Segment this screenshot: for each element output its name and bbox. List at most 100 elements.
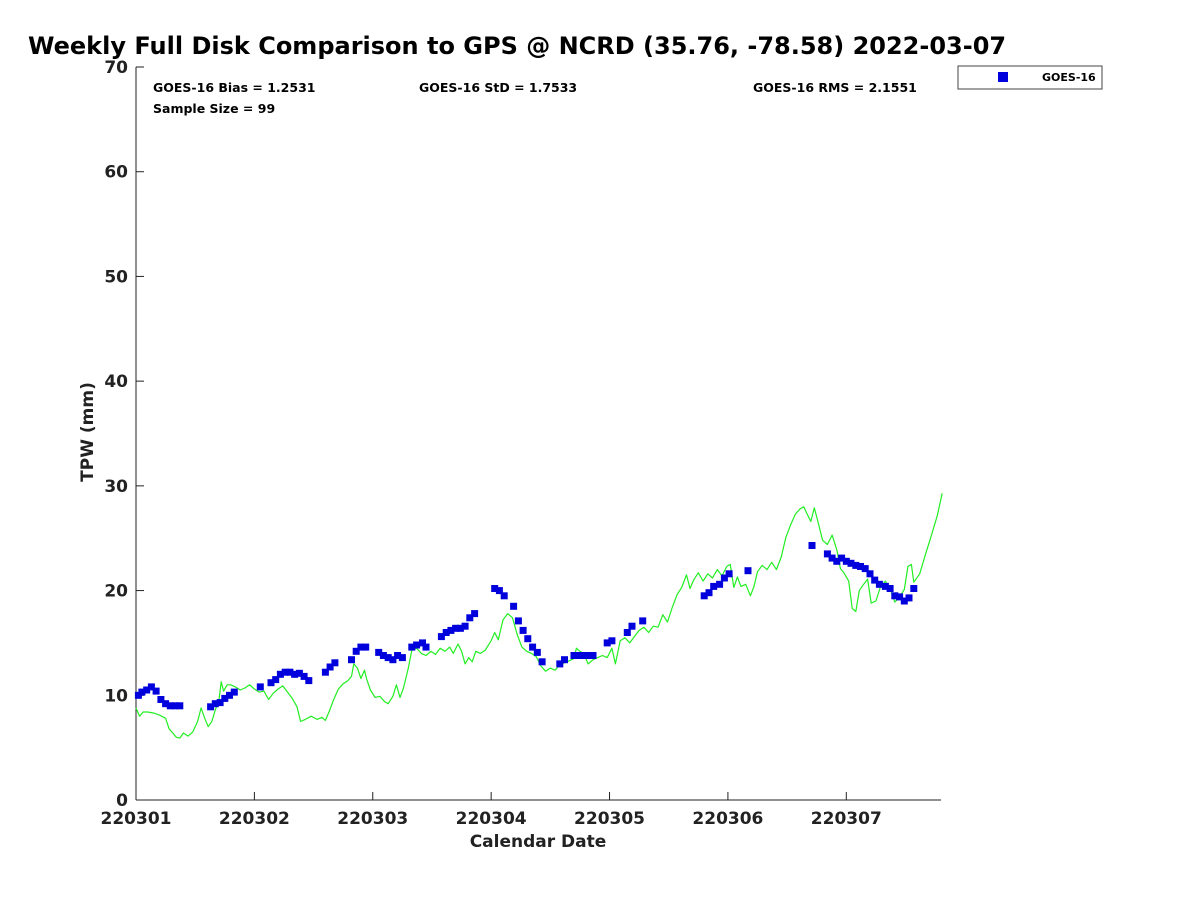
- goes16-point: [700, 592, 708, 600]
- goes16-point: [823, 550, 831, 558]
- goes16-point: [171, 702, 179, 710]
- goes16-point: [348, 656, 355, 664]
- goes16-point: [389, 656, 397, 664]
- axes: 0 10 20 30 40 50 60 70 220301 220302 220303 220304 2…: [101, 58, 941, 829]
- bias-annotation: GOES-16 Bias = 1.2531: [153, 80, 315, 95]
- goes16-point: [510, 602, 518, 610]
- goes16-point: [147, 683, 155, 691]
- goes16-point: [398, 654, 406, 662]
- goes16-point: [828, 554, 836, 562]
- goes16-point: [744, 567, 752, 575]
- goes16-point: [379, 652, 387, 659]
- goes16-point: [575, 652, 583, 659]
- goes16-point: [500, 592, 508, 600]
- goes16-point: [384, 654, 392, 662]
- goes16-point: [857, 563, 864, 570]
- goes16-point: [357, 643, 365, 651]
- goes16-point: [221, 694, 229, 702]
- goes16-point: [466, 614, 474, 622]
- x-tick-label: 220301: [101, 809, 172, 829]
- goes16-point: [886, 585, 894, 592]
- y-axis-label: TPW (mm): [78, 382, 98, 482]
- goes16-point: [896, 593, 904, 601]
- gps-series: [135, 493, 943, 739]
- goes16-point: [419, 639, 426, 647]
- goes16-point: [281, 668, 289, 676]
- x-tick-label: 220305: [574, 809, 645, 829]
- goes16-point: [556, 660, 564, 668]
- goes16-point: [375, 648, 383, 656]
- goes16-point: [710, 582, 718, 590]
- gps-line: [135, 493, 943, 739]
- goes16-point: [603, 639, 611, 647]
- legend-label-goes16: GOES-16: [1042, 71, 1096, 84]
- goes16-point: [413, 641, 421, 649]
- goes16-point: [589, 652, 597, 659]
- goes16-point: [471, 610, 479, 618]
- goes16-point: [461, 622, 469, 630]
- goes16-point: [456, 624, 464, 632]
- x-tick-label: 220304: [456, 809, 527, 829]
- goes16-point: [866, 570, 874, 578]
- goes16-point: [495, 587, 503, 595]
- goes16-point: [533, 648, 541, 656]
- goes16-point: [138, 688, 146, 696]
- goes16-point: [561, 656, 568, 664]
- goes16-point: [628, 622, 636, 630]
- goes16-point: [808, 542, 816, 549]
- goes16-point: [881, 582, 889, 590]
- goes16-point: [408, 643, 416, 651]
- goes16-point: [295, 669, 303, 677]
- goes16-point: [267, 679, 275, 687]
- y-tick-label: 0: [116, 791, 128, 811]
- goes16-point: [842, 557, 850, 565]
- goes16-point: [871, 576, 879, 584]
- legend-box: [957, 65, 1103, 90]
- goes16-point: [226, 691, 233, 699]
- goes16-point: [584, 652, 592, 659]
- goes16-point: [519, 626, 527, 634]
- goes16-point: [716, 580, 724, 588]
- goes16-point: [394, 652, 402, 659]
- sample-size-annotation: Sample Size = 99: [153, 101, 275, 116]
- y-tick-label: 70: [104, 58, 128, 78]
- goes16-point: [362, 643, 370, 651]
- goes16-point: [230, 688, 238, 696]
- x-tick-label: 220307: [811, 809, 882, 829]
- goes16-point: [300, 672, 308, 680]
- goes16-point: [326, 663, 334, 671]
- goes16-point: [910, 585, 918, 592]
- goes16-point: [570, 652, 578, 659]
- x-tick-label: 220306: [692, 809, 763, 829]
- goes16-point: [276, 670, 284, 678]
- goes16-point: [905, 594, 913, 602]
- x-tick-label: 220302: [219, 809, 290, 829]
- y-tick-label: 30: [104, 477, 128, 497]
- goes16-point: [437, 633, 445, 641]
- goes16-point: [623, 629, 631, 636]
- goes16-point: [331, 659, 339, 667]
- goes16-point: [847, 559, 855, 567]
- goes16-point: [900, 597, 908, 605]
- goes16-point: [833, 557, 841, 565]
- goes16-point: [286, 668, 294, 676]
- goes16-point: [216, 699, 224, 707]
- goes16-point: [852, 561, 860, 569]
- goes16-point: [891, 592, 899, 600]
- legend-marker-goes16: [998, 72, 1008, 82]
- goes16-point: [207, 703, 215, 711]
- goes16-point: [875, 580, 883, 588]
- goes16-point: [725, 570, 733, 578]
- goes16-point: [514, 617, 522, 625]
- std-annotation: GOES-16 StD = 1.7533: [419, 80, 577, 95]
- goes16-point: [491, 585, 499, 592]
- goes16-point: [162, 700, 170, 708]
- y-tick-label: 60: [104, 163, 128, 183]
- legend: GOES-16: [957, 65, 1103, 90]
- goes16-point: [152, 687, 160, 695]
- y-tick-label: 20: [104, 582, 128, 602]
- goes16-point: [305, 677, 313, 685]
- goes16-point: [452, 624, 460, 632]
- goes16-point: [608, 637, 616, 645]
